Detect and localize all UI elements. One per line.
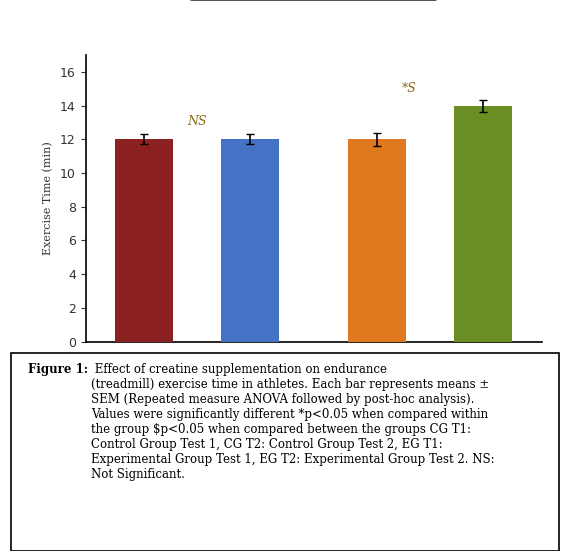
- Text: Figure 1:: Figure 1:: [28, 363, 88, 376]
- Bar: [115, 139, 173, 342]
- Y-axis label: Exercise Time (min): Exercise Time (min): [43, 142, 53, 255]
- Bar: [454, 106, 512, 342]
- Text: *S: *S: [401, 82, 416, 95]
- FancyBboxPatch shape: [11, 353, 559, 551]
- Text: Effect of creatine supplementation on endurance
(treadmill) exercise time in ath: Effect of creatine supplementation on en…: [91, 363, 494, 480]
- Bar: [348, 139, 406, 342]
- Bar: [221, 139, 279, 342]
- Text: NS: NS: [187, 115, 207, 128]
